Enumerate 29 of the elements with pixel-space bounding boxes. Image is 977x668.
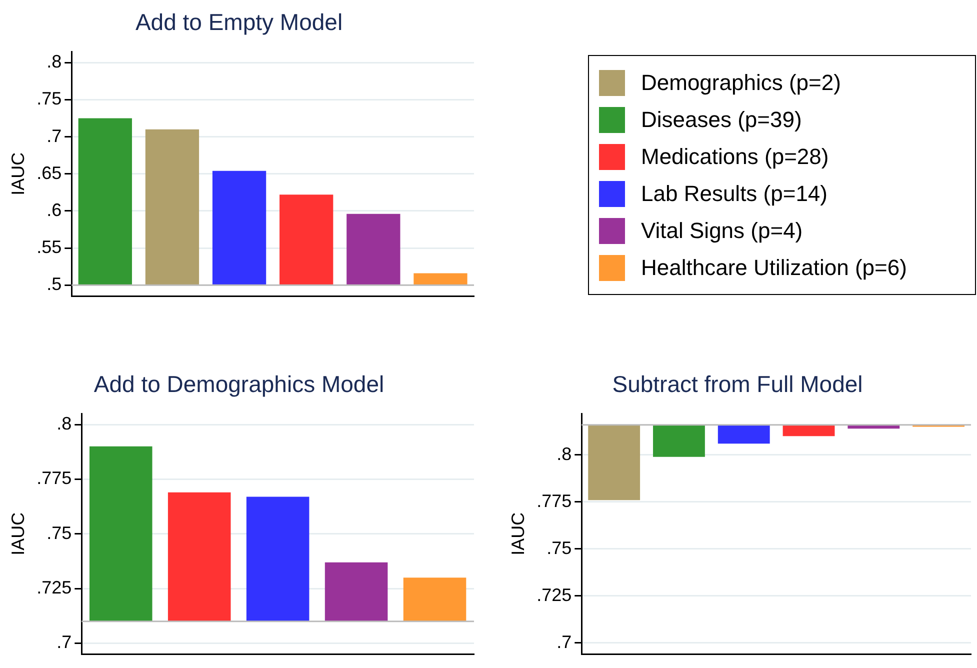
legend-label: Medications (p=28) <box>641 144 829 170</box>
y-tick-label: .6 <box>46 200 62 220</box>
y-tick-label: .8 <box>556 444 572 464</box>
y-tick-label: .8 <box>56 414 72 434</box>
y-tick-label: .75 <box>46 522 72 543</box>
y-axis-title: IAUC <box>508 512 528 556</box>
y-axis-title: IAUC <box>8 152 28 196</box>
y-tick-label: .55 <box>36 236 62 257</box>
y-tick-label: .775 <box>536 490 572 511</box>
y-tick-label: .725 <box>536 584 572 605</box>
y-axis-title: IAUC <box>8 512 28 556</box>
y-tick-label: .7 <box>46 126 62 146</box>
y-tick-label: .75 <box>36 88 62 109</box>
y-tick-label: .775 <box>36 468 72 488</box>
y-tick-label: .7 <box>556 632 572 652</box>
y-tick-label: .65 <box>36 162 62 183</box>
y-tick-label: .8 <box>46 52 62 72</box>
y-tick-label: .725 <box>36 578 72 598</box>
chart-title: Subtract from Full Model <box>612 371 863 398</box>
y-tick-label: .5 <box>46 274 62 294</box>
y-tick-label: .7 <box>56 632 72 652</box>
legend-label: Diseases (p=39) <box>641 106 802 132</box>
legend-label: Vital Signs (p=4) <box>641 218 803 244</box>
y-tick-label: .75 <box>546 538 572 558</box>
legend-label: Demographics (p=2) <box>641 70 841 96</box>
legend-label: Healthcare Utilization (p=6) <box>641 254 907 280</box>
chart-title: Add to Demographics Model <box>94 371 384 398</box>
legend-label: Lab Results (p=14) <box>641 180 828 206</box>
chart-title: Add to Empty Model <box>135 9 343 36</box>
